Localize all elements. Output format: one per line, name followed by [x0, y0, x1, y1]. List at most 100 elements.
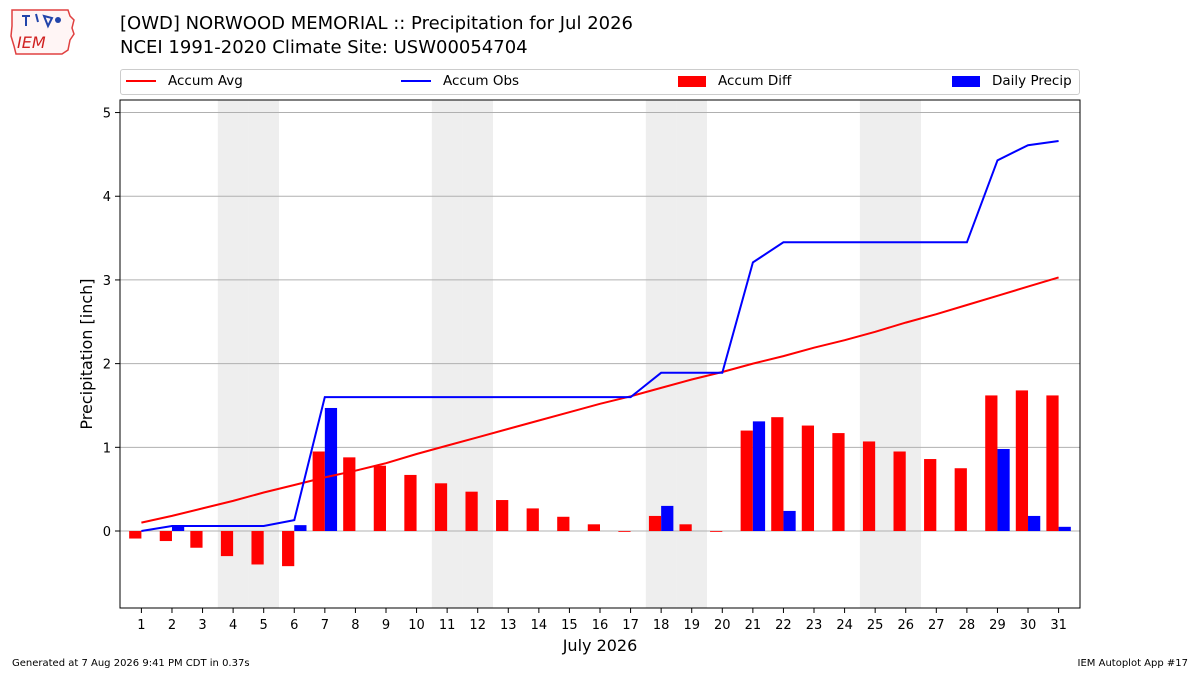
- title-line-2: NCEI 1991-2020 Climate Site: USW00054704: [120, 37, 528, 58]
- legend-label-accum-diff: Accum Diff: [718, 73, 792, 89]
- legend-swatch-accum-avg: [126, 80, 156, 82]
- legend-item-accum-avg: Accum Avg: [126, 73, 243, 89]
- x-tick-label-17: 17: [622, 618, 639, 633]
- weekend-shade-day-12: [462, 100, 493, 608]
- x-tick-label-27: 27: [928, 618, 945, 633]
- accum-diff-bar-day-29: [985, 395, 998, 532]
- accum-diff-bar-day-21: [740, 430, 753, 532]
- app-label: IEM Autoplot App #17: [1077, 658, 1188, 669]
- legend-label-daily-precip: Daily Precip: [992, 73, 1072, 89]
- accum-diff-bar-day-18: [648, 515, 662, 532]
- x-tick-label-7: 7: [321, 618, 329, 633]
- accum-diff-bar-day-22: [771, 417, 784, 532]
- accum-diff-bar-day-24: [832, 433, 845, 532]
- accum-diff-bar-day-26: [893, 451, 906, 532]
- legend-label-accum-avg: Accum Avg: [168, 73, 243, 89]
- x-tick-label-5: 5: [260, 618, 268, 633]
- y-axis-label: Precipitation [inch]: [77, 278, 96, 429]
- daily-precip-bar-day-31: [1058, 526, 1071, 532]
- y-tick-label-0: 0: [103, 525, 111, 540]
- accum-diff-bar-day-31: [1046, 395, 1059, 532]
- x-tick-label-9: 9: [382, 618, 390, 633]
- accum-diff-bar-day-17: [618, 531, 631, 532]
- accum-diff-bar-day-13: [496, 500, 509, 532]
- x-tick-label-31: 31: [1050, 618, 1067, 633]
- weekend-shade-day-19: [676, 100, 708, 608]
- x-tick-label-2: 2: [168, 618, 176, 633]
- accum-diff-bar-day-10: [404, 474, 417, 532]
- daily-precip-bar-day-29: [997, 448, 1010, 532]
- x-tick-label-19: 19: [683, 618, 700, 633]
- y-tick-label-5: 5: [103, 107, 111, 122]
- x-tick-label-21: 21: [745, 618, 762, 633]
- daily-precip-bar-day-7: [324, 407, 338, 532]
- x-tick-label-22: 22: [775, 618, 792, 633]
- x-tick-label-14: 14: [531, 618, 548, 633]
- accum-diff-bar-day-20: [710, 531, 723, 532]
- accum-diff-bar-day-25: [862, 441, 876, 532]
- x-tick-label-3: 3: [198, 618, 206, 633]
- accum-diff-bar-day-19: [679, 524, 692, 532]
- daily-precip-bar-day-21: [752, 421, 766, 532]
- daily-precip-bar-day-22: [783, 510, 796, 532]
- accum-diff-bar-day-28: [954, 468, 967, 532]
- x-axis-label: July 2026: [562, 636, 638, 655]
- x-tick-label-26: 26: [897, 618, 914, 633]
- accum-diff-bar-day-7: [312, 451, 325, 532]
- x-tick-label-6: 6: [290, 618, 298, 633]
- x-tick-label-20: 20: [714, 618, 731, 633]
- x-tick-label-28: 28: [959, 618, 976, 633]
- accum-diff-bar-day-2: [159, 531, 172, 542]
- daily-precip-bar-day-2: [171, 525, 185, 532]
- accum-diff-bar-day-30: [1015, 390, 1029, 532]
- weekend-shade-day-25: [859, 100, 891, 608]
- y-tick-label-3: 3: [103, 274, 111, 289]
- legend-item-accum-obs: Accum Obs: [401, 73, 519, 89]
- x-tick-label-24: 24: [836, 618, 853, 633]
- weekend-shade-day-18: [645, 100, 677, 608]
- y-tick-label-1: 1: [103, 441, 111, 456]
- x-tick-label-13: 13: [500, 618, 517, 633]
- x-tick-label-23: 23: [806, 618, 823, 633]
- x-tick-label-12: 12: [469, 618, 486, 633]
- legend-item-accum-diff: Accum Diff: [678, 73, 791, 89]
- accum-avg-line: [141, 276, 1059, 524]
- weekend-shade-day-26: [890, 100, 922, 608]
- chart-title: [OWD] NORWOOD MEMORIAL :: Precipitation …: [120, 12, 633, 60]
- logo-text: IEM: [17, 33, 46, 52]
- weekend-shade-day-11: [431, 100, 463, 608]
- legend-item-daily-precip: Daily Precip: [952, 73, 1072, 89]
- x-tick-label-8: 8: [351, 618, 359, 633]
- accum-diff-bar-day-8: [343, 457, 356, 532]
- x-tick-label-16: 16: [592, 618, 609, 633]
- accum-diff-bar-day-16: [587, 524, 600, 532]
- accum-obs-line: [141, 140, 1059, 532]
- accum-diff-bar-day-12: [465, 491, 478, 532]
- accum-diff-bar-day-5: [251, 531, 264, 565]
- legend-label-accum-obs: Accum Obs: [443, 73, 520, 89]
- accum-diff-bar-day-4: [220, 531, 234, 557]
- daily-precip-bar-day-18: [661, 505, 674, 532]
- accum-diff-bar-day-27: [924, 459, 937, 532]
- y-tick-label-4: 4: [103, 190, 111, 205]
- accum-diff-bar-day-11: [434, 483, 448, 532]
- x-tick-label-29: 29: [989, 618, 1006, 633]
- x-tick-label-30: 30: [1020, 618, 1037, 633]
- x-tick-label-10: 10: [408, 618, 425, 633]
- legend-swatch-accum-obs: [401, 80, 431, 82]
- legend-swatch-daily-precip: [952, 75, 980, 87]
- accum-diff-bar-day-23: [801, 425, 815, 532]
- x-tick-label-1: 1: [137, 618, 145, 633]
- legend-swatch-accum-diff: [678, 75, 706, 87]
- y-tick-label-2: 2: [103, 358, 111, 373]
- accum-diff-bar-day-9: [373, 465, 386, 532]
- accum-diff-bar-day-3: [190, 531, 203, 548]
- accum-diff-bar-day-1: [129, 531, 142, 539]
- x-tick-label-25: 25: [867, 618, 884, 633]
- generated-timestamp: Generated at 7 Aug 2026 9:41 PM CDT in 0…: [12, 658, 250, 669]
- x-tick-label-15: 15: [561, 618, 578, 633]
- accum-diff-bar-day-14: [526, 508, 539, 532]
- accum-diff-bar-day-6: [282, 531, 295, 567]
- daily-precip-bar-day-30: [1028, 515, 1041, 532]
